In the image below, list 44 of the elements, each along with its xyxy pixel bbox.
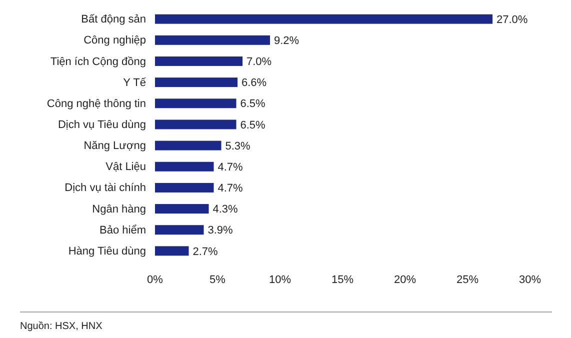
y-tick-label: Công nghệ thông tin [46,98,146,110]
data-label: 9.2% [274,34,300,47]
bar [155,225,204,235]
bar [155,98,236,108]
bar [155,140,222,150]
data-label: 7.0% [246,56,272,68]
data-label: 4.7% [218,161,244,174]
data-label: 6.6% [242,77,267,90]
x-tick-label: 25% [456,274,479,286]
data-label: 6.5% [240,119,266,132]
y-tick-label: Dịch vụ Tiêu dùng [58,118,146,131]
y-tick-label: Hàng Tiêu dùng [68,245,146,258]
x-tick-label: 30% [518,274,542,286]
x-tick-label: 20% [394,274,416,286]
bar [155,246,189,256]
bar [155,204,209,214]
bar [155,120,236,130]
text: Nguồn: HSX, HNX [20,321,103,332]
y-tick-label: Dịch vụ tài chính [64,182,146,194]
bar [155,14,492,24]
y-tick-label: Y Tế [123,76,146,89]
x-tick-label: 10% [268,274,292,286]
bar [155,56,242,66]
y-tick-label: Bảo hiểm [100,224,146,236]
y-tick-label: Công nghiệp [84,34,146,47]
y-tick-label: Bất động sản [81,14,146,26]
data-label: 27.0% [496,14,528,26]
y-tick-label: Ngân hàng [92,203,146,216]
data-label: 3.9% [208,224,234,237]
data-label: 4.3% [212,204,238,216]
bar [155,78,238,88]
bar [155,182,214,192]
x-tick-label: 0% [147,274,164,286]
bar [155,35,270,45]
y-tick-label: Tiện ích Cộng đồng [50,56,146,68]
bar [155,162,214,172]
data-label: 2.7% [192,246,218,258]
x-tick-label: 15% [331,274,354,286]
y-tick-label: Vật Liệu [106,161,146,174]
data-label: 5.3% [225,140,251,152]
data-label: 6.5% [240,98,266,110]
x-tick-label: 5% [210,274,226,286]
y-tick-label: Năng Lượng [84,140,146,152]
data-label: 4.7% [218,182,244,195]
